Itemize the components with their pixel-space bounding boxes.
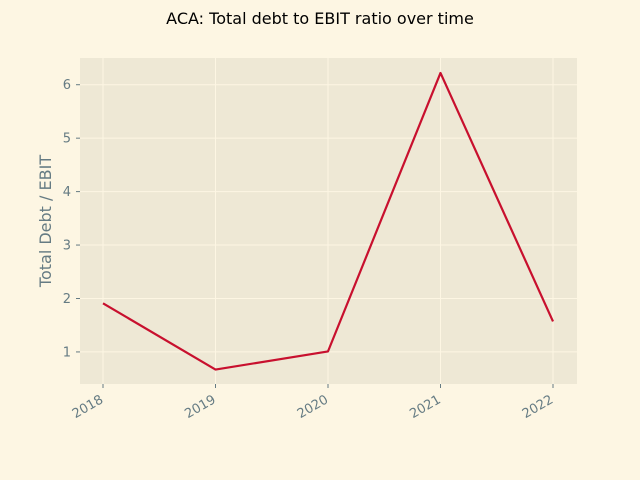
x-axis: 2018 2019 2020 2021 2022 <box>70 384 556 422</box>
y-axis-label: Total Debt / EBIT <box>36 155 55 288</box>
y-tick-label: 4 <box>63 185 71 200</box>
y-axis: 1 2 3 4 5 6 <box>63 78 80 360</box>
series-line <box>102 71 555 371</box>
x-tick-label: 2018 <box>70 392 106 422</box>
grid-lines <box>80 58 577 384</box>
y-tick-label: 3 <box>63 239 71 254</box>
x-tick-label: 2022 <box>520 392 556 422</box>
x-tick-label: 2021 <box>407 392 443 422</box>
x-tick-label: 2020 <box>295 392 331 422</box>
y-tick-label: 2 <box>63 292 71 307</box>
x-tick-label: 2019 <box>182 392 218 422</box>
y-tick-label: 1 <box>63 345 71 360</box>
y-tick-label: 6 <box>63 78 71 93</box>
chart-title: ACA: Total debt to EBIT ratio over time <box>166 9 474 28</box>
y-tick-label: 5 <box>63 132 71 147</box>
